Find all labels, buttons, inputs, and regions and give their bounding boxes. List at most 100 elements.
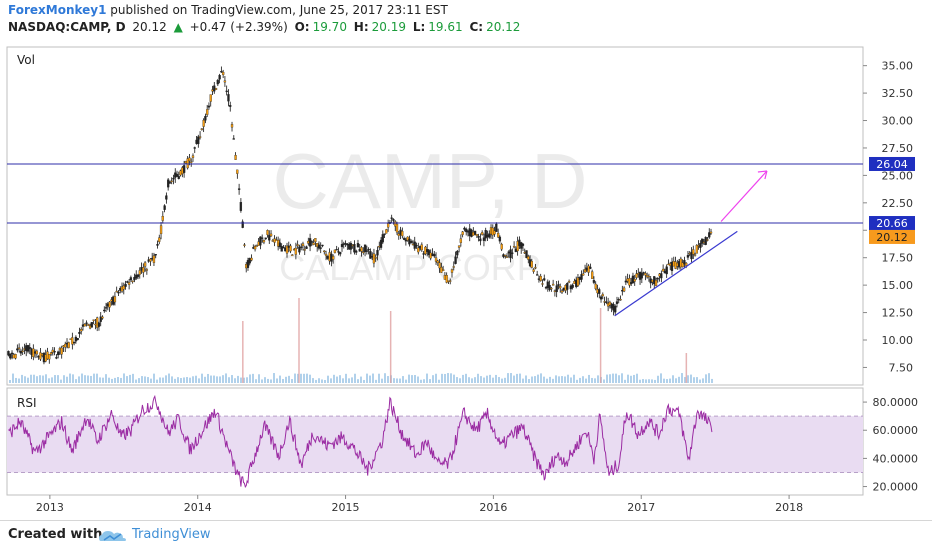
volume-bar	[138, 378, 140, 383]
volume-bar	[63, 375, 65, 383]
candle-body	[559, 286, 562, 289]
candle-body	[539, 276, 542, 281]
candle-body	[624, 280, 628, 283]
volume-bar	[669, 378, 671, 383]
volume-bar	[585, 378, 587, 383]
candle-body	[143, 262, 147, 267]
horizontal-levels[interactable]	[7, 163, 863, 224]
author-name[interactable]: ForexMonkey1	[8, 3, 107, 17]
candle-body	[683, 260, 686, 265]
candle-body	[534, 267, 537, 269]
candle-body	[661, 268, 665, 272]
candle-body	[246, 260, 250, 268]
volume-bar	[609, 374, 611, 383]
volume-bar	[522, 378, 524, 383]
candle-body	[282, 246, 285, 249]
volume-bar	[219, 376, 221, 383]
volume-bar	[474, 377, 476, 383]
candle-body	[129, 277, 133, 281]
candle-body	[126, 281, 129, 283]
candle-body	[628, 278, 631, 286]
candle-body	[298, 246, 301, 253]
candle-body	[594, 283, 597, 289]
rsi-tick-label: 80.0000	[873, 396, 919, 409]
candle-body	[55, 357, 58, 359]
last-price-tag	[869, 229, 915, 244]
volume-bar	[30, 374, 32, 383]
candle-body	[355, 250, 358, 253]
candle-body	[104, 307, 108, 309]
candle-body	[76, 338, 79, 341]
volume-bar	[231, 375, 233, 383]
level-tag	[869, 156, 915, 171]
candle-body	[204, 116, 207, 121]
volume-bar	[534, 376, 536, 383]
tradingview-brand-link[interactable]: TradingView	[132, 527, 211, 542]
candles	[7, 66, 713, 365]
volume-bar	[342, 378, 344, 383]
candle-body	[312, 242, 315, 245]
candle-body	[303, 249, 306, 251]
time-axis[interactable]: 2013 2014 2015 2016 2017 2018	[36, 495, 803, 514]
candle-body	[686, 255, 690, 258]
volume-bar	[567, 374, 569, 383]
volume-bar	[525, 375, 527, 383]
candle-body	[296, 244, 299, 246]
candle-body	[131, 280, 134, 282]
candle-body	[576, 277, 580, 286]
candle-body	[615, 301, 619, 304]
volume-bar	[309, 374, 311, 383]
candle-body	[692, 249, 695, 255]
volume-bar	[201, 373, 203, 383]
candle-body	[608, 301, 612, 306]
support-trendline[interactable]	[614, 230, 738, 317]
price-tick-label: 25.00	[882, 169, 914, 182]
candle-body	[90, 322, 94, 328]
candle-body	[362, 251, 365, 253]
candle-body	[80, 329, 83, 332]
candle-body	[234, 155, 237, 160]
candle-body	[567, 281, 571, 283]
candle-body	[28, 347, 31, 350]
volume-spike	[298, 298, 300, 383]
volume-bar	[624, 379, 626, 383]
volume-bar	[177, 377, 179, 383]
candle-body	[165, 195, 168, 200]
volume-bar	[291, 379, 293, 383]
volume-bar	[645, 379, 647, 383]
candle-body	[456, 250, 459, 256]
volume-bar	[435, 373, 437, 383]
volume-bar	[450, 373, 452, 383]
volume-bar	[480, 376, 482, 383]
rsi-indicator	[7, 394, 863, 489]
time-tick-label: 2014	[184, 501, 212, 514]
candle-body	[250, 257, 253, 261]
volume-bar	[315, 379, 317, 383]
candle-body	[693, 254, 697, 256]
candle-body	[532, 269, 535, 272]
candle-body	[241, 221, 244, 228]
trendlines[interactable]	[614, 170, 768, 317]
open-value: 19.70	[312, 20, 347, 34]
candle-body	[505, 256, 509, 258]
rsi-axis[interactable]: 80.0000 60.0000 40.0000 20.0000	[863, 396, 919, 494]
volume-bar	[426, 373, 428, 383]
candle-body	[369, 251, 372, 259]
candle-body	[7, 351, 10, 356]
volume-bar	[222, 375, 224, 383]
candle-body	[420, 244, 423, 251]
candle-body	[536, 274, 539, 276]
candle-body	[229, 105, 232, 107]
candle-body	[450, 269, 454, 273]
volume-bar	[537, 374, 539, 383]
candle-body	[434, 257, 438, 262]
volume-bar	[336, 376, 338, 383]
volume-bar	[51, 377, 53, 383]
volume-bar	[429, 379, 431, 383]
projection-arrow-line[interactable]	[720, 170, 768, 222]
volume-bar	[69, 373, 71, 383]
volume-bar	[603, 379, 605, 383]
volume-bar	[249, 374, 251, 383]
candle-body	[301, 243, 305, 246]
candle-body	[367, 248, 370, 251]
